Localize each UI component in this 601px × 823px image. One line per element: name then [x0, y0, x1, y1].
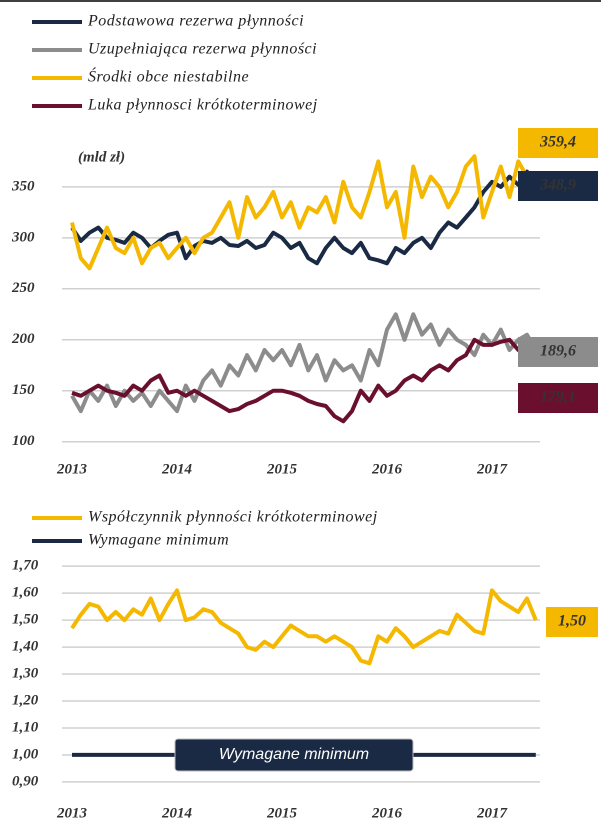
legend-label: Współczynnik płynności krótkoterminowej — [88, 509, 378, 526]
series-line — [70, 312, 538, 414]
legend-label: Uzupełniająca rezerwa płynności — [88, 41, 317, 58]
y-tick-label: 0,90 — [12, 773, 39, 789]
end-label-box — [518, 337, 598, 367]
unit-label: (mld zł) — [78, 149, 125, 165]
end-label: 359,4 — [539, 134, 576, 151]
legend-label: Podstawowa rezerwa płynności — [87, 13, 304, 30]
x-tick-label: 2016 — [371, 461, 403, 477]
annotation-box — [174, 738, 414, 772]
y-tick-label: 250 — [11, 280, 35, 296]
series-line — [70, 154, 536, 271]
x-tick-label: 2013 — [56, 461, 88, 477]
y-tick-label: 1,20 — [12, 692, 39, 708]
legend-label: Wymagane minimum — [88, 532, 229, 549]
x-tick-label: 2014 — [161, 461, 193, 477]
legend-label: Środki obce niestabilne — [88, 67, 249, 86]
x-tick-label: 2013 — [56, 805, 88, 821]
x-tick-label: 2014 — [161, 805, 193, 821]
y-tick-label: 1,60 — [12, 585, 39, 601]
x-tick-label: 2015 — [266, 461, 298, 477]
series-line — [71, 337, 538, 424]
end-label-box — [518, 171, 598, 201]
end-label-box — [518, 383, 598, 413]
x-tick-label: 2017 — [476, 805, 508, 821]
series-line — [70, 588, 538, 666]
series-line — [70, 169, 538, 266]
legend-label: Luka płynnosci krótkoterminowej — [87, 97, 318, 114]
x-tick-label: 2017 — [476, 461, 508, 477]
end-label: 179,1 — [540, 389, 576, 406]
annotation: Wymagane minimum — [219, 746, 369, 763]
y-tick-label: 1,40 — [12, 639, 39, 655]
y-tick-label: 350 — [11, 178, 35, 194]
end-label: 1,50 — [558, 613, 586, 630]
y-tick-label: 1,00 — [12, 746, 39, 762]
x-tick-label: 2015 — [266, 805, 298, 821]
x-tick-label: 2016 — [371, 805, 403, 821]
y-tick-label: 1,30 — [12, 665, 39, 681]
y-tick-label: 150 — [12, 382, 35, 398]
end-label-box — [518, 128, 598, 158]
y-tick-label: 1,50 — [12, 612, 39, 628]
end-label-box — [546, 607, 598, 637]
y-tick-label: 1,10 — [12, 719, 39, 735]
y-tick-label: 1,70 — [12, 558, 39, 574]
y-tick-label: 100 — [12, 433, 35, 449]
end-label: 189,6 — [540, 343, 576, 360]
y-tick-label: 200 — [11, 331, 35, 347]
y-tick-label: 300 — [11, 229, 35, 245]
end-label: 348,9 — [539, 177, 576, 194]
